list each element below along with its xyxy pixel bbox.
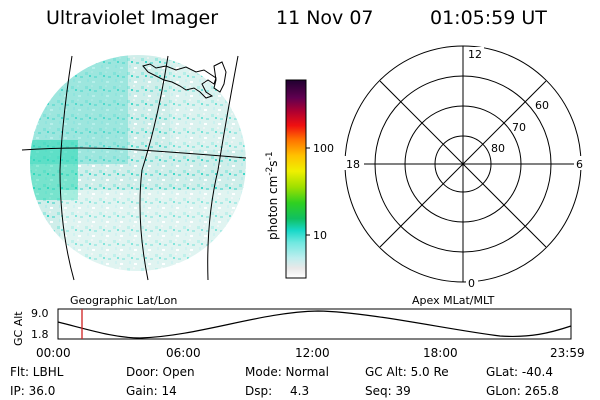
uv-image bbox=[21, 55, 247, 281]
altitude-curve bbox=[57, 310, 572, 339]
date-label: 11 Nov 07 bbox=[276, 7, 374, 29]
time-label: 01:05:59 UT bbox=[430, 7, 547, 29]
status-glon: GLon: 265.8 bbox=[486, 384, 559, 398]
status-mode: Mode: Normal bbox=[245, 365, 329, 379]
status-dsp-value: 4.3 bbox=[290, 384, 309, 398]
status-dsp-label: Dsp: bbox=[245, 384, 272, 398]
mlat-label-80: 80 bbox=[491, 142, 505, 155]
altitude-plot: GC Alt 9.0 1.8 00:00 06:00 12:00 18:00 2… bbox=[12, 307, 585, 360]
mlt-label-18: 18 bbox=[346, 158, 360, 171]
colorbar-scale bbox=[285, 79, 307, 279]
uv-image-disk bbox=[30, 55, 246, 271]
status-gain: Gain: 14 bbox=[126, 384, 177, 398]
status-flt: Flt: LBHL bbox=[10, 365, 64, 379]
mlt-label-12: 12 bbox=[468, 48, 482, 61]
coastline bbox=[142, 63, 217, 99]
apex-grid-label: Apex MLat/MLT bbox=[412, 294, 495, 307]
mlat-label-70: 70 bbox=[512, 121, 526, 134]
status-door: Door: Open bbox=[126, 365, 195, 379]
colorbar-tick-100: 100 bbox=[313, 142, 334, 155]
polar-plot bbox=[344, 45, 582, 283]
status-seq: Seq: 39 bbox=[365, 384, 411, 398]
colorbar-tick-10: 10 bbox=[313, 229, 327, 242]
colorbar-label: photon cm-2s-1 bbox=[265, 151, 280, 240]
svg-text:photon cm-2s-1: photon cm-2s-1 bbox=[265, 151, 280, 240]
status-block: Flt: LBHL Door: Open Mode: Normal GC Alt… bbox=[10, 365, 559, 398]
altitude-xtick-4: 23:59 bbox=[550, 346, 585, 360]
status-ip: IP: 36.0 bbox=[10, 384, 55, 398]
altitude-xtick-0: 00:00 bbox=[36, 346, 71, 360]
altitude-plot-frame bbox=[57, 308, 572, 340]
status-gcalt: GC Alt: 5.0 Re bbox=[365, 365, 449, 379]
altitude-ytick-top: 9.0 bbox=[31, 307, 49, 320]
altitude-xtick-1: 06:00 bbox=[166, 346, 201, 360]
colorbar: 100 10 photon cm-2s-1 bbox=[265, 79, 334, 279]
altitude-ytick-bottom: 1.8 bbox=[31, 328, 49, 341]
mlt-label-6: 6 bbox=[576, 158, 583, 171]
instrument-title: Ultraviolet Imager bbox=[46, 7, 218, 29]
status-glat: GLat: -40.4 bbox=[486, 365, 553, 379]
mlat-label-60: 60 bbox=[535, 99, 549, 112]
altitude-ylabel: GC Alt bbox=[12, 311, 25, 346]
geo-grid bbox=[21, 55, 247, 281]
mlt-label-0: 0 bbox=[468, 277, 475, 290]
altitude-xtick-3: 18:00 bbox=[423, 346, 458, 360]
altitude-xtick-2: 12:00 bbox=[295, 346, 330, 360]
geo-grid-label: Geographic Lat/Lon bbox=[70, 294, 177, 307]
